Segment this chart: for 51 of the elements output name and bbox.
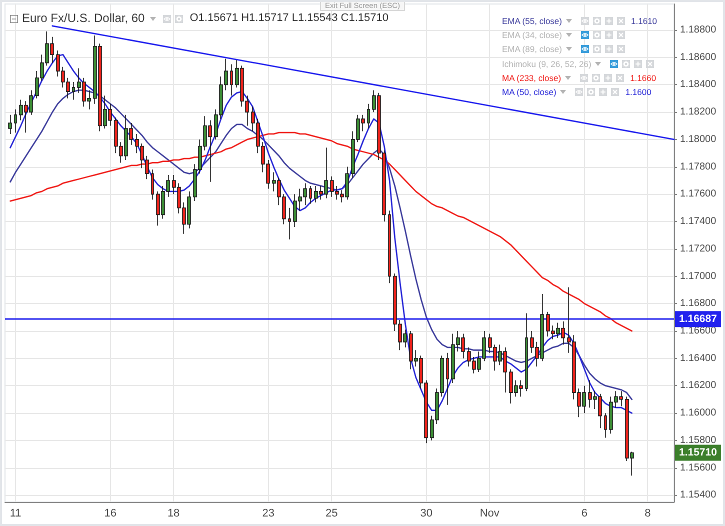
text: 1.15710 [679, 446, 718, 459]
text: EMA (55, close) [502, 16, 562, 26]
y-tick-label: 1.17400 [680, 216, 717, 228]
candlestick [288, 207, 291, 240]
text: MA (233, close) [502, 72, 562, 83]
x-tick-label: 11 [10, 508, 22, 520]
x-tick-label: 16 [104, 508, 116, 520]
y-tick-label: 1.17000 [680, 270, 717, 282]
y-tick-label: 1.16200 [680, 380, 717, 392]
annotation: EMA (89, close) [502, 44, 562, 54]
text: MA (50, close) [502, 87, 556, 98]
annotation: 1.1600 [625, 87, 652, 98]
annotation: EMA (34, close) [502, 30, 562, 40]
candlestick [604, 412, 607, 438]
candlestick [72, 82, 75, 100]
x-tick-label: 18 [167, 508, 180, 520]
candlestick [367, 103, 370, 129]
ref-line-label: 1.16687 [679, 313, 718, 326]
candlestick [388, 210, 391, 284]
annotation: Ichimoku (9, 26, 52, 26) [502, 58, 592, 69]
y-tick-label: 1.15600 [680, 462, 717, 474]
annotation: 1.1660 [630, 72, 656, 83]
y-tick-label: 1.18000 [680, 134, 717, 145]
x-tick-label: 23 [262, 508, 275, 520]
y-tick-label: 1.18200 [680, 106, 717, 118]
y-tick-label: 1.15400 [680, 490, 717, 501]
x-tick-label: 8 [644, 508, 651, 520]
y-tick-label: 1.15800 [680, 434, 717, 446]
y-tick-label: 1.17600 [680, 188, 717, 200]
y-tick-label: 1.16800 [680, 298, 717, 310]
y-tick-label: 1.18600 [680, 52, 717, 63]
x-tick-label: Nov [480, 508, 500, 520]
x-tick-label: 6 [581, 508, 588, 520]
text: O1.15671 H1.15717 L1.15543 C1.15710 [190, 12, 388, 25]
y-tick-label: 1.18800 [680, 24, 717, 36]
x-tick-label: 30 [420, 508, 433, 520]
candlestick [309, 186, 312, 204]
text: Euro Fx/U.S. Dollar, 60 [22, 11, 145, 25]
candlestick [151, 169, 154, 200]
candlestick [8, 114, 12, 134]
annotation: 1.1610 [631, 16, 657, 26]
candlestick [525, 312, 528, 392]
candlestick [230, 64, 233, 96]
y-tick-label: 1.17200 [680, 243, 717, 254]
x-tick-label: 25 [325, 508, 338, 520]
y-tick-label: 1.17800 [680, 161, 717, 172]
y-tick-label: 1.16400 [680, 352, 717, 364]
candlestick [446, 352, 449, 406]
candlestick [14, 108, 17, 134]
y-tick-label: 1.18400 [680, 79, 717, 90]
y-tick-label: 1.16000 [680, 408, 717, 419]
